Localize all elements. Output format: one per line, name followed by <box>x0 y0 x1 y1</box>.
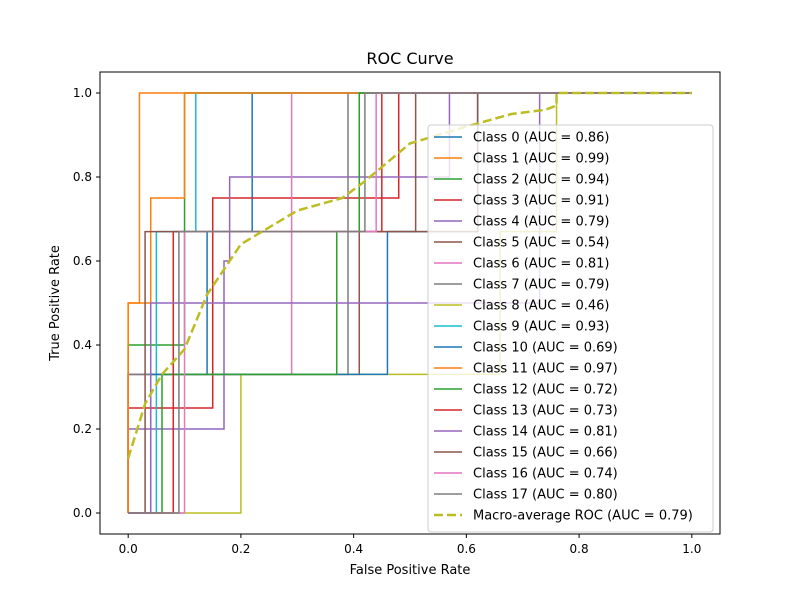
y-tick-label-4: 0.8 <box>73 170 92 184</box>
legend-label-8: Class 8 (AUC = 0.46) <box>473 299 609 314</box>
legend-label-11: Class 11 (AUC = 0.97) <box>473 362 618 377</box>
y-axis-label: True Positive Rate <box>48 245 63 362</box>
legend-label-4: Class 4 (AUC = 0.79) <box>473 215 609 230</box>
legend-box <box>427 124 714 533</box>
series-line-17 <box>128 92 692 514</box>
legend: Class 0 (AUC = 0.86) Class 1 (AUC = 0.99)… <box>427 124 714 533</box>
x-tick-label-2: 0.4 <box>344 542 363 556</box>
x-axis-label: False Positive Rate <box>350 563 471 578</box>
series-line-11 <box>127 92 692 513</box>
legend-label-16: Class 16 (AUC = 0.74) <box>473 467 618 482</box>
x-tick-label-4: 0.8 <box>570 542 589 556</box>
series-line-18 <box>126 91 692 459</box>
legend-label-9: Class 9 (AUC = 0.93) <box>473 320 609 335</box>
y-tick-label-0: 0.0 <box>73 506 92 520</box>
y-tick-label-3: 0.6 <box>73 254 92 268</box>
legend-label-0: Class 0 (AUC = 0.86) <box>473 131 609 146</box>
legend-label-18: Macro-average ROC (AUC = 0.79) <box>473 509 693 524</box>
legend-label-17: Class 17 (AUC = 0.80) <box>473 488 618 503</box>
x-tick-label-1: 0.2 <box>231 542 250 556</box>
x-tick-label-0: 0.0 <box>119 542 138 556</box>
chart-title: ROC Curve <box>366 49 453 68</box>
legend-label-3: Class 3 (AUC = 0.91) <box>473 194 609 209</box>
x-tick-label-3: 0.6 <box>457 542 476 556</box>
legend-label-6: Class 6 (AUC = 0.81) <box>473 257 609 272</box>
y-tick-label-5: 1.0 <box>73 86 92 100</box>
y-tick-label-1: 0.2 <box>73 422 92 436</box>
legend-label-7: Class 7 (AUC = 0.79) <box>473 278 609 293</box>
legend-label-14: Class 14 (AUC = 0.81) <box>473 425 618 440</box>
legend-label-1: Class 1 (AUC = 0.99) <box>473 152 609 167</box>
legend-label-13: Class 13 (AUC = 0.73) <box>473 404 618 419</box>
legend-label-12: Class 12 (AUC = 0.72) <box>473 383 618 398</box>
legend-label-2: Class 2 (AUC = 0.94) <box>473 173 609 188</box>
y-tick-label-2: 0.4 <box>73 338 92 352</box>
x-tick-label-5: 1.0 <box>682 542 701 556</box>
plot-frame <box>99 71 721 535</box>
legend-label-15: Class 15 (AUC = 0.66) <box>473 446 618 461</box>
legend-label-5: Class 5 (AUC = 0.54) <box>473 236 609 251</box>
legend-label-10: Class 10 (AUC = 0.69) <box>473 341 618 356</box>
series-layer <box>126 91 692 514</box>
ticks-layer: 0.0 0.2 0.4 0.6 0.8 1.0 0.0 0.2 0.4 0.6 0.8 1.0 <box>73 86 701 556</box>
